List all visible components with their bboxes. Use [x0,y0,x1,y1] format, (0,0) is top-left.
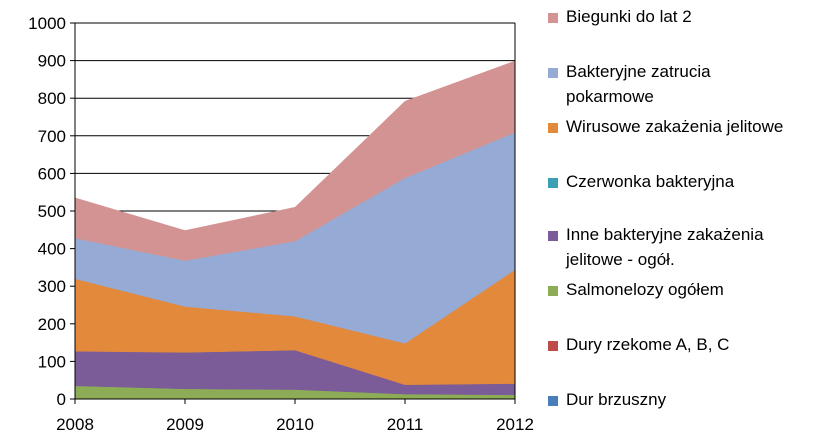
legend-swatch [548,13,558,23]
x-tick-label: 2010 [276,415,314,434]
legend-label: Bakteryjne zatrucia pokarmowe [566,62,716,106]
x-tick-label: 2012 [496,415,534,434]
y-tick-label: 400 [38,240,66,259]
legend-item: Inne bakteryjne zakażenia jelitowe - ogó… [548,225,796,272]
legend-item: Bakteryjne zatrucia pokarmowe [548,62,766,109]
legend-label: Dur brzuszny [566,390,667,409]
legend-label: Dury rzekome A, B, C [566,335,730,354]
legend-item: Czerwonka bakteryjna [548,172,734,194]
legend-item: Biegunki do lat 2 [548,7,692,29]
legend-label: Biegunki do lat 2 [566,7,692,26]
legend-swatch [548,68,558,78]
legend-item: Wirusowe zakażenia jelitowe [548,117,783,139]
y-tick-label: 800 [38,89,66,108]
legend-swatch [548,178,558,188]
legend-item: Dury rzekome A, B, C [548,335,729,357]
y-tick-label: 900 [38,52,66,71]
y-tick-label: 1000 [28,14,66,33]
legend-label: Czerwonka bakteryjna [566,172,735,191]
legend-item: Dur brzuszny [548,390,666,412]
legend-item: Salmonelozy ogółem [548,280,724,302]
y-tick-label: 600 [38,164,66,183]
legend-swatch [548,286,558,296]
y-tick-label: 100 [38,352,66,371]
y-tick-label: 300 [38,277,66,296]
y-axis-tick-labels: 0 100 200 300 400 500 600 700 800 900 1000 [28,14,66,409]
legend-swatch [548,123,558,133]
y-tick-label: 700 [38,127,66,146]
legend-swatch [548,396,558,406]
legend: Biegunki do lat 2 Bakteryjne zatrucia pok… [548,0,830,441]
series-areas [74,60,516,400]
legend-label: Salmonelozy ogółem [566,280,724,299]
legend-swatch [548,341,558,351]
x-tick-label: 2008 [56,415,94,434]
legend-swatch [548,231,558,241]
x-tick-label: 2011 [387,415,424,434]
y-tick-label: 200 [38,315,66,334]
x-tick-label: 2009 [166,415,204,434]
y-tick-label: 500 [38,202,66,221]
legend-label: Wirusowe zakażenia jelitowe [566,117,784,136]
y-tick-label: 0 [57,390,66,409]
legend-label: Inne bakteryjne zakażenia jelitowe - ogó… [566,225,769,269]
x-axis-tick-labels: 2008 2009 2010 2011 2012 [56,415,534,434]
axes [70,22,516,404]
